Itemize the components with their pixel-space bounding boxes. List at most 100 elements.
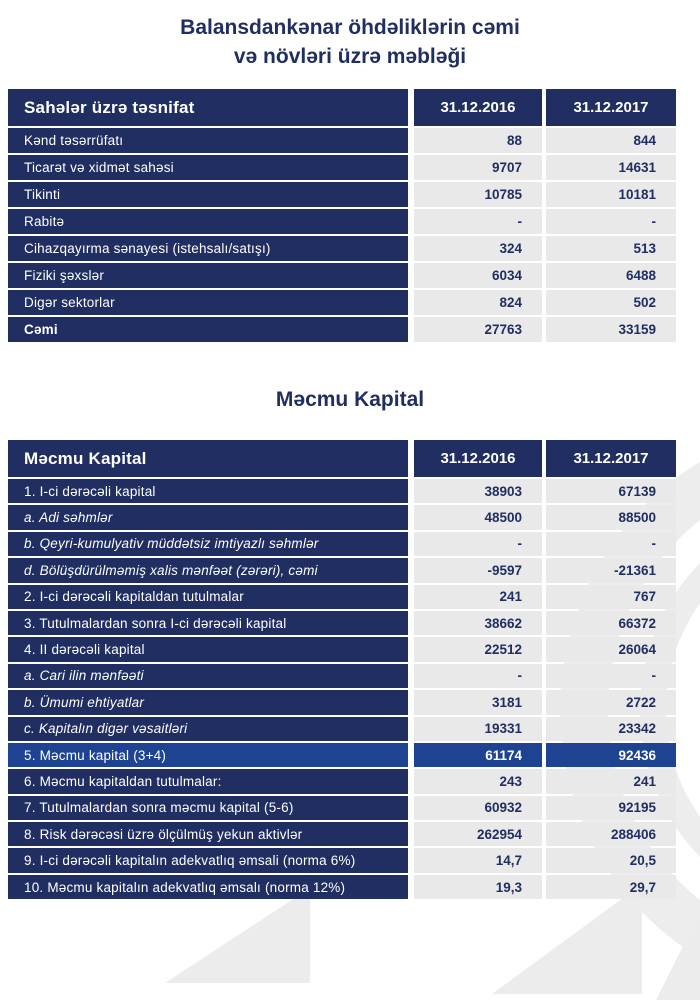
row-label: 8. Risk dərəcəsi üzrə ölçülmüş yekun akt…	[8, 822, 408, 847]
value-2017: 14631	[546, 155, 676, 180]
capital-table-header-row: Məcmu Kapital 31.12.2016 31.12.2017	[8, 440, 676, 477]
page-title-line2: və növləri üzrə məbləği	[233, 45, 467, 68]
table-row: 4. II dərəcəli kapital 22512 26064	[8, 637, 676, 662]
row-label: 2. I-ci dərəcəli kapitaldan tutulmalar	[8, 584, 408, 609]
value-2017: 88500	[546, 505, 676, 530]
value-2016: 6034	[414, 263, 542, 288]
value-2016: 262954	[414, 822, 542, 847]
row-label: Digər sektorlar	[8, 290, 408, 315]
value-2017: 92195	[546, 795, 676, 821]
value-2017: 26064	[546, 637, 676, 662]
value-2016: 10785	[414, 182, 542, 207]
column-header-2016: 31.12.2016	[414, 89, 542, 126]
watermark-wedge-icon	[492, 884, 642, 994]
value-2017: 29,7	[546, 874, 676, 900]
value-2016: -9597	[414, 558, 542, 583]
value-2016: -	[414, 663, 542, 689]
value-2017: 513	[546, 236, 676, 261]
table-row: b. Qeyri-kumulyativ müddətsiz imtiyazlı …	[8, 531, 676, 557]
sectors-table-header-row: Sahələr üzrə təsnifat 31.12.2016 31.12.2…	[8, 89, 676, 126]
sectors-table: Sahələr üzrə təsnifat 31.12.2016 31.12.2…	[8, 89, 676, 342]
table-row: c. Kapitalın digər vəsaitləri 19331 2334…	[8, 716, 676, 741]
table-row: b. Ümumi ehtiyatlar 3181 2722	[8, 690, 676, 715]
value-2017: -	[546, 531, 676, 557]
value-2017: 844	[546, 128, 676, 153]
section-title: Məcmu Kapital	[275, 388, 425, 411]
capital-table-body: 1. I-ci dərəcəli kapital 38903 67139 a. …	[8, 479, 676, 900]
table-row: Digər sektorlar 824 502	[8, 290, 676, 315]
value-2016: 14,7	[414, 848, 542, 873]
row-label: 1. I-ci dərəcəli kapital	[8, 479, 408, 504]
value-2016: 38903	[414, 479, 542, 504]
table-row: d. Bölüşdürülməmiş xalis mənfəət (zərəri…	[8, 558, 676, 583]
column-header-2017: 31.12.2017	[546, 89, 676, 126]
column-header-2017: 31.12.2017	[546, 440, 676, 477]
value-2017: 6488	[546, 263, 676, 288]
table-row: 7. Tutulmalardan sonra məcmu kapital (5-…	[8, 795, 676, 821]
value-2017: 10181	[546, 182, 676, 207]
value-2016: 38662	[414, 610, 542, 636]
value-2016: 324	[414, 236, 542, 261]
value-2016: 27763	[414, 317, 542, 342]
value-2017: 66372	[546, 610, 676, 636]
column-header-2016: 31.12.2016	[414, 440, 542, 477]
value-2017: 92436	[546, 742, 676, 768]
table-row: Rabitə - -	[8, 209, 676, 234]
value-2017: 241	[546, 769, 676, 794]
value-2016: 48500	[414, 505, 542, 530]
value-2017: -21361	[546, 558, 676, 583]
row-label: 4. II dərəcəli kapital	[8, 637, 408, 662]
value-2016: 19,3	[414, 874, 542, 900]
table-row: Cəmi 27763 33159	[8, 317, 676, 342]
sectors-table-body: Kənd təsərrüfatı 88 844 Ticarət və xidmə…	[8, 128, 676, 342]
value-2016: -	[414, 209, 542, 234]
value-2016: 88	[414, 128, 542, 153]
row-label: a. Adi səhmlər	[8, 505, 408, 530]
value-2017: 33159	[546, 317, 676, 342]
value-2016: 241	[414, 584, 542, 609]
capital-table: Məcmu Kapital 31.12.2016 31.12.2017 1. I…	[8, 440, 676, 900]
page-title: Balansdankənar öhdəliklərin cəmi və növl…	[0, 0, 700, 71]
row-label: Rabitə	[8, 209, 408, 234]
row-label: Tikinti	[8, 182, 408, 207]
row-label: Cəmi	[8, 317, 408, 342]
row-label: d. Bölüşdürülməmiş xalis mənfəət (zərəri…	[8, 558, 408, 583]
table-row: Fiziki şəxslər 6034 6488	[8, 263, 676, 288]
capital-table-header-label: Məcmu Kapital	[8, 440, 408, 477]
table-row: 1. I-ci dərəcəli kapital 38903 67139	[8, 479, 676, 504]
row-label: Fiziki şəxslər	[8, 263, 408, 288]
table-row: 8. Risk dərəcəsi üzrə ölçülmüş yekun akt…	[8, 822, 676, 847]
table-row: 3. Tutulmalardan sonra I-ci dərəcəli kap…	[8, 610, 676, 636]
value-2017: 67139	[546, 479, 676, 504]
value-2016: 9707	[414, 155, 542, 180]
value-2016: 243	[414, 769, 542, 794]
table-row: a. Cari ilin mənfəəti - -	[8, 663, 676, 689]
row-label: b. Qeyri-kumulyativ müddətsiz imtiyazlı …	[8, 531, 408, 557]
row-label: Kənd təsərrüfatı	[8, 128, 408, 153]
row-label: 5. Məcmu kapital (3+4)	[8, 742, 408, 768]
value-2016: 824	[414, 290, 542, 315]
row-label: Ticarət və xidmət sahəsi	[8, 155, 408, 180]
row-label: 3. Tutulmalardan sonra I-ci dərəcəli kap…	[8, 610, 408, 636]
value-2016: 22512	[414, 637, 542, 662]
value-2017: -	[546, 663, 676, 689]
value-2017: 20,5	[546, 848, 676, 873]
value-2017: 288406	[546, 822, 676, 847]
table-row: 10. Məcmu kapitalın adekvatlıq əmsalı (n…	[8, 874, 676, 900]
table-row: 6. Məcmu kapitaldan tutulmalar: 243 241	[8, 769, 676, 794]
value-2017: 23342	[546, 716, 676, 741]
table-row: Tikinti 10785 10181	[8, 182, 676, 207]
table-row: Cihazqayırma sənayesi (istehsalı/satışı)…	[8, 236, 676, 261]
value-2016: -	[414, 531, 542, 557]
value-2016: 3181	[414, 690, 542, 715]
table-row: 2. I-ci dərəcəli kapitaldan tutulmalar 2…	[8, 584, 676, 609]
value-2017: 2722	[546, 690, 676, 715]
table-row: 5. Məcmu kapital (3+4) 61174 92436	[8, 742, 676, 768]
row-label: a. Cari ilin mənfəəti	[8, 663, 408, 689]
row-label: b. Ümumi ehtiyatlar	[8, 690, 408, 715]
value-2016: 19331	[414, 716, 542, 741]
table-row: Kənd təsərrüfatı 88 844	[8, 128, 676, 153]
row-label: Cihazqayırma sənayesi (istehsalı/satışı)	[8, 236, 408, 261]
row-label: 6. Məcmu kapitaldan tutulmalar:	[8, 769, 408, 794]
row-label: c. Kapitalın digər vəsaitləri	[8, 716, 408, 741]
